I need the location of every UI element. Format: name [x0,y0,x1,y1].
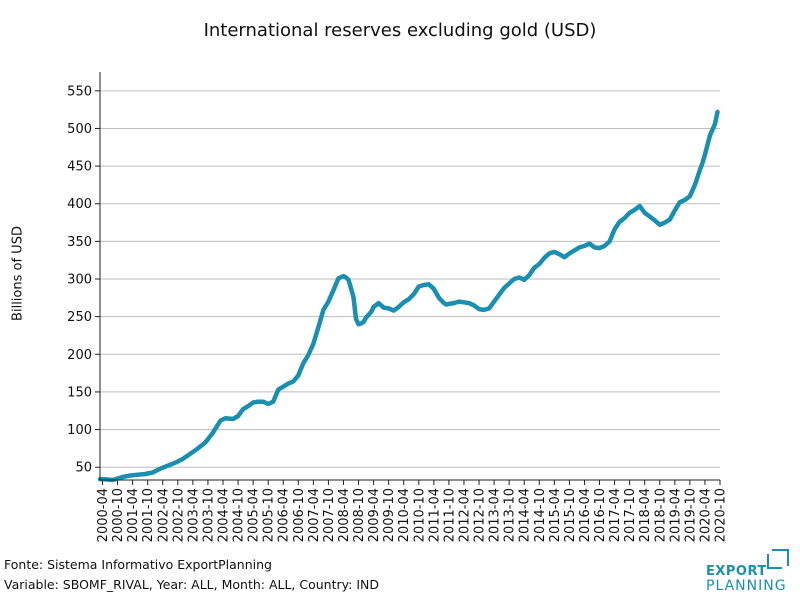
x-tick-label: 2007-10 [322,488,337,542]
source-note: Fonte: Sistema Informativo ExportPlannin… [4,557,272,572]
y-tick-label: 300 [67,273,92,288]
logo-text-export: EXPORT [706,564,767,579]
x-tick-label: 2008-10 [352,488,367,542]
x-tick-label: 2009-04 [367,488,382,542]
x-tick-label: 2015-04 [548,488,563,542]
y-tick-label: 200 [67,348,92,363]
chart-title: International reserves excluding gold (U… [203,20,597,41]
x-tick-label: 2003-10 [201,488,216,542]
x-tick-label: 2008-04 [337,488,352,542]
variable-note: Variable: SBOMF_RIVAL, Year: ALL, Month:… [4,577,379,592]
x-tick-label: 2020-10 [714,488,729,542]
x-tick-label: 2013-04 [488,488,503,542]
y-tick-label: 50 [75,461,92,476]
exportplanning-logo: EXPORT PLANNING [704,546,800,594]
x-tick-label: 2004-04 [216,488,231,542]
x-tick-label: 2011-10 [442,488,457,542]
y-tick-label: 350 [67,235,92,250]
y-tick-label: 500 [67,122,92,137]
x-tick-label: 2014-10 [533,488,548,542]
x-tick-label: 2012-04 [457,488,472,542]
x-tick-label: 2005-04 [247,488,262,542]
logo-text-planning: PLANNING [706,578,787,594]
x-tick-label: 2019-10 [683,488,698,542]
x-tick-label: 2010-10 [412,488,427,542]
x-tick-label: 2002-10 [171,488,186,542]
series-line [97,109,720,483]
x-tick-label: 2009-10 [382,488,397,542]
x-tick-label: 2016-04 [578,488,593,542]
x-tick-label: 2006-04 [277,488,292,542]
x-tick-label: 2001-10 [141,488,156,542]
x-tick-label: 2014-04 [518,488,533,542]
y-axis-ticks: 50 100 150 200 250 300 350 400 450 500 550 [67,84,100,476]
x-tick-label: 2004-10 [232,488,247,542]
y-tick-label: 100 [67,423,92,438]
x-tick-label: 2018-10 [653,488,668,542]
x-tick-label: 2003-04 [186,488,201,542]
y-tick-label: 550 [67,84,92,99]
x-tick-label: 2019-04 [668,488,683,542]
x-tick-label: 2020-04 [698,488,713,542]
x-tick-label: 2016-10 [593,488,608,542]
x-tick-label: 2017-10 [623,488,638,542]
x-axis-ticks: 2000-04 2000-10 2001-04 2001-10 2002-04 2002-… [96,480,729,542]
x-tick-label: 2015-10 [563,488,578,542]
y-tick-label: 400 [67,197,92,212]
y-tick-label: 250 [67,310,92,325]
x-tick-label: 2002-04 [156,488,171,542]
x-tick-label: 2001-04 [126,488,141,542]
x-tick-label: 2007-04 [307,488,322,542]
x-tick-label: 2011-04 [427,488,442,542]
x-tick-label: 2005-10 [262,488,277,542]
y-tick-label: 150 [67,385,92,400]
x-tick-label: 2000-10 [111,488,126,542]
y-tick-label: 450 [67,160,92,175]
logo-mark-icon [767,549,789,569]
grid-lines [100,90,720,468]
x-tick-label: 2010-04 [397,488,412,542]
x-tick-label: 2012-10 [473,488,488,542]
x-tick-label: 2017-04 [608,488,623,542]
x-tick-label: 2018-04 [638,488,653,542]
x-tick-label: 2000-04 [96,488,111,542]
x-tick-label: 2006-10 [292,488,307,542]
x-tick-label: 2013-10 [503,488,518,542]
